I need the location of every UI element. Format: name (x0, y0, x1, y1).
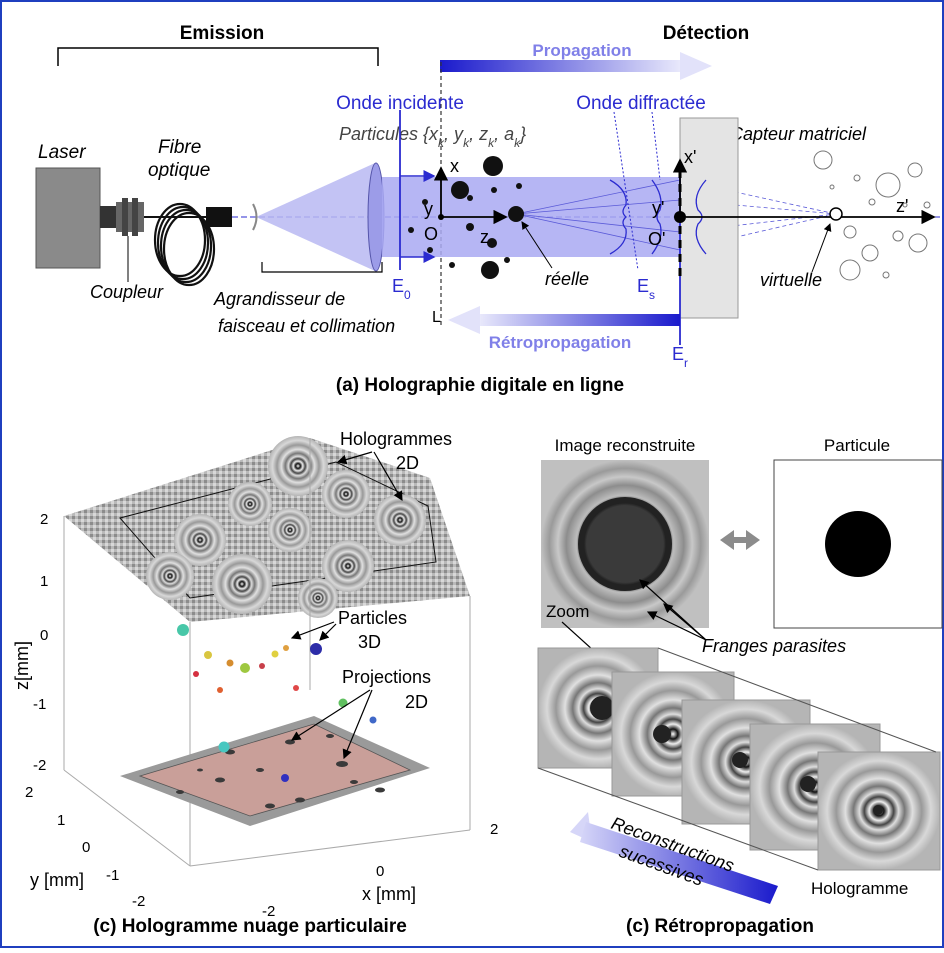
retro-arrow-shaft (480, 314, 680, 326)
onde-diffractee-label: Onde diffractée (576, 93, 706, 114)
origin-o-label: O (424, 224, 438, 244)
particule-label: Particule (824, 436, 890, 455)
fibre-label-2: optique (148, 160, 210, 181)
projections-label-1: Projections (342, 667, 431, 687)
expander-bracket (261, 262, 383, 273)
retro-arrow-head (448, 306, 480, 334)
reconstruction-stack (537, 647, 941, 871)
propagation-arrow-head (680, 52, 712, 80)
projection-plane (138, 723, 412, 817)
virtuelle-label: virtuelle (760, 270, 822, 290)
x-tick: 0 (376, 863, 384, 880)
z-tick: 2 (40, 511, 48, 528)
particles-cloud (408, 156, 524, 279)
capteur-label: Capteur matriciel (730, 124, 867, 144)
y-axis-label: y [mm] (30, 870, 84, 890)
reconstructions-arrow (570, 812, 778, 904)
axis-z-label: z (480, 227, 489, 247)
axis-yp-label: y' (652, 198, 664, 218)
hologramme-label: Hologramme (811, 879, 908, 898)
propagation-arrow-shaft (440, 60, 680, 72)
z-axis: 2 1 0 -1 -2 (33, 511, 48, 774)
particles-label-2: 3D (358, 632, 381, 652)
hologrammes-label-2: 2D (396, 453, 419, 473)
projection-shadows (176, 734, 385, 809)
onde-incidente-label: Onde incidente (336, 93, 464, 114)
l-label: L (432, 309, 441, 326)
origin-op-label: O' (648, 229, 665, 249)
y-axis: 2 1 0 -1 -2 (25, 784, 145, 910)
emission-title: Emission (180, 23, 264, 44)
axis-x-label: x (450, 156, 459, 176)
z-axis-label: z[mm] (12, 641, 32, 690)
reelle-label: réelle (545, 269, 589, 289)
detection-title: Détection (663, 23, 750, 44)
fiber-coil-icon (153, 202, 216, 287)
virtual-particles (813, 150, 931, 281)
agrandisseur-label-1: Agrandisseur de (213, 289, 345, 309)
agrandisseur-label-2: faisceau et collimation (218, 316, 395, 336)
diffraction-rays (515, 179, 837, 251)
laser-box (35, 167, 101, 269)
er-label: Er (672, 344, 688, 370)
panel-a-caption: (a) Holographie digitale en ligne (336, 375, 624, 396)
emission-bracket (57, 47, 379, 66)
virtual-image-point (829, 207, 843, 221)
franges-label: Franges parasites (702, 636, 846, 656)
axis-xp-label: x' (684, 147, 696, 167)
x-tick: 2 (490, 821, 498, 838)
axis-zp-label: z' (896, 196, 908, 216)
panel-c1-cloud: Hologrammes 2D (12, 429, 498, 937)
z-tick: 0 (40, 627, 48, 644)
plot-box (63, 438, 471, 867)
es-label: Es (637, 276, 655, 302)
lens-small (252, 203, 258, 231)
beam-expander-cone (256, 163, 375, 271)
panel-c2-caption: (c) Rétropropagation (626, 916, 814, 937)
y-tick: 2 (25, 784, 33, 801)
y-tick: -2 (132, 893, 145, 910)
particules-label: Particules {xk, yk, zk, ak} (339, 124, 526, 150)
image-reconstruite-label: Image reconstruite (555, 436, 696, 455)
fiber-connector (206, 207, 232, 227)
laser-output (100, 206, 116, 228)
hologram-fringes (146, 436, 426, 618)
y-tick: -1 (106, 867, 119, 884)
panel-c2-retro: Image reconstruite Particule Franges par… (537, 436, 943, 937)
panel-c1-caption: (c) Hologramme nuage particulaire (93, 916, 407, 937)
z-tick: -2 (33, 757, 46, 774)
panel-a-holography: Emission Détection Propagation L Onde in… (35, 23, 944, 396)
collimating-lens (367, 162, 385, 272)
sensor-panel (679, 117, 739, 319)
y-tick: 0 (82, 839, 90, 856)
projections-label-2: 2D (405, 692, 428, 712)
double-arrow-icon (720, 530, 760, 550)
coupleur-label: Coupleur (90, 282, 164, 302)
laser-label: Laser (38, 142, 86, 163)
z-tick: -1 (33, 696, 46, 713)
retropropagation-label: Rétropropagation (489, 333, 632, 352)
coupler-block (116, 202, 144, 232)
hologrammes-label-1: Hologrammes (340, 429, 452, 449)
x-axis-label: x [mm] (362, 884, 416, 904)
x-tick: -2 (262, 903, 275, 920)
wave-profile-1 (609, 179, 628, 255)
zoom-label: Zoom (546, 602, 589, 621)
particles-3d (177, 624, 377, 782)
axis-y-label: y (424, 199, 433, 219)
e0-label: E0 (392, 276, 411, 302)
fibre-label-1: Fibre (158, 137, 201, 158)
x-axis: -2 0 2 (262, 821, 498, 920)
particles-label-1: Particles (338, 608, 407, 628)
y-tick: 1 (57, 812, 65, 829)
propagation-label: Propagation (532, 41, 631, 60)
z-tick: 1 (40, 573, 48, 590)
